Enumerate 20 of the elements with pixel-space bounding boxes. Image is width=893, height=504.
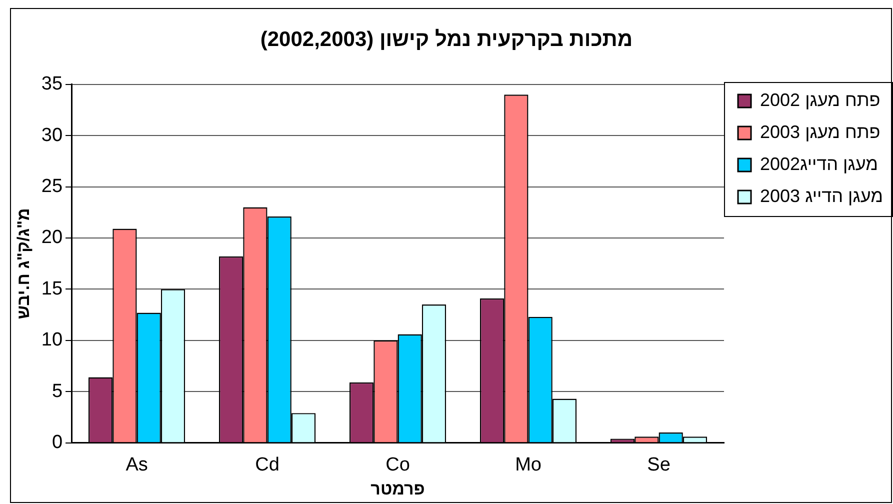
x-axis-title: פרמטר — [370, 479, 425, 498]
y-tick-label: 5 — [52, 380, 63, 402]
x-tick-label: Se — [647, 454, 670, 476]
y-tick-label: 10 — [41, 330, 63, 351]
legend-label: פתח מעגן 2002 — [760, 90, 880, 110]
y-tick-label: 35 — [41, 74, 63, 95]
legend-label: פתח מעגן 2003 — [760, 122, 880, 142]
y-axis-title: מ"ג/ק"ג ח.יבש — [14, 208, 33, 320]
y-tick-label: 20 — [41, 227, 63, 248]
y-tick-label: 15 — [41, 278, 63, 300]
x-tick-label: As — [126, 454, 148, 476]
x-tick-label: Co — [386, 454, 410, 476]
y-tick-label: 25 — [41, 176, 63, 198]
y-tick-label: 30 — [41, 124, 63, 146]
x-tick-label: Mo — [515, 454, 542, 476]
x-tick-label: Cd — [255, 454, 280, 476]
y-tick-label: 0 — [52, 432, 63, 454]
chart-title: מתכות בקרקעית נמל קישון (2002,2003) — [259, 28, 634, 52]
legend-label: מעגן הדייג 2003 — [760, 186, 884, 206]
legend-label: מעגן הדייג2002 — [760, 154, 878, 174]
